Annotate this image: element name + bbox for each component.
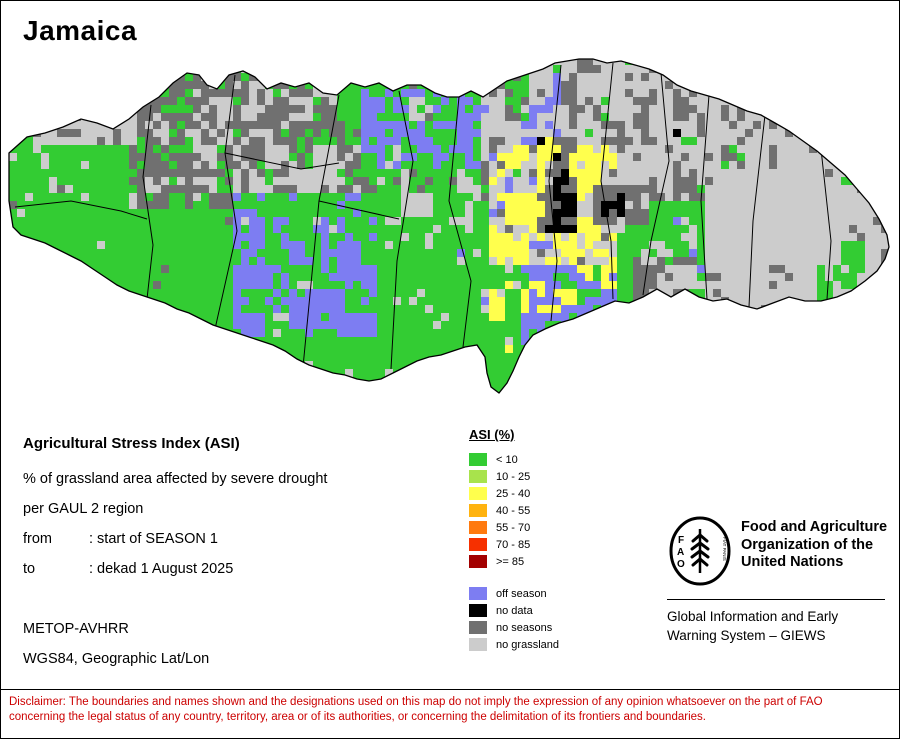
- to-line: to : dekad 1 August 2025: [23, 561, 233, 577]
- from-label: from: [23, 531, 52, 547]
- legend-label: 10 - 25: [496, 470, 531, 483]
- legend-swatch: [469, 521, 487, 534]
- sensor-name: METOP-AVHRR: [23, 621, 129, 637]
- asi-description: % of grassland area affected by severe d…: [23, 471, 328, 487]
- asi-heading: Agricultural Stress Index (ASI): [23, 435, 240, 452]
- projection-name: WGS84, Geographic Lat/Lon: [23, 651, 210, 667]
- legend-label: no data: [496, 604, 533, 617]
- map-raster-cells: [9, 59, 889, 393]
- parish-boundary-line: [302, 94, 340, 368]
- parish-boundary-line: [390, 90, 414, 370]
- legend: ASI (%) < 10 10 - 25 25 - 40 40 - 55 55 - 70…: [469, 427, 559, 653]
- parish-boundary-line: [748, 114, 766, 308]
- from-value: : start of SEASON 1: [89, 531, 218, 547]
- legend-entry: 40 - 55: [469, 502, 559, 519]
- legend-label: 40 - 55: [496, 504, 531, 517]
- to-value: : dekad 1 August 2025: [89, 561, 234, 577]
- parish-boundary-line: [318, 200, 400, 220]
- legend-label: >= 85: [496, 555, 525, 568]
- legend-asi-entries: < 10 10 - 25 25 - 40 40 - 55 55 - 70 70 - 85 >…: [469, 451, 559, 570]
- fao-logo-letter-a: A: [677, 547, 684, 558]
- fao-logo-letter-f: F: [678, 535, 684, 546]
- legend-label: off season: [496, 587, 547, 600]
- legend-entry: 70 - 85: [469, 536, 559, 553]
- legend-entry: no grassland: [469, 636, 559, 653]
- giews-line2: Warning System – GIEWS: [667, 628, 826, 643]
- legend-other-entries: off season no data no seasons no grassland: [469, 585, 559, 653]
- parish-boundary-line: [700, 94, 710, 300]
- parish-boundaries: [14, 62, 832, 370]
- legend-entry: 55 - 70: [469, 519, 559, 536]
- legend-swatch: [469, 604, 487, 617]
- legend-swatch: [469, 555, 487, 568]
- legend-swatch: [469, 621, 487, 634]
- legend-entry: no seasons: [469, 619, 559, 636]
- legend-swatch: [469, 504, 487, 517]
- fao-org-name-line1: Food and Agriculture: [741, 519, 888, 535]
- fao-org-name-line3: United Nations: [741, 554, 844, 570]
- legend-label: < 10: [496, 453, 518, 466]
- parish-boundary-line: [214, 74, 238, 330]
- to-label: to: [23, 561, 36, 577]
- legend-entry: no data: [469, 602, 559, 619]
- disclaimer-line2: concerning the legal status of any count…: [9, 711, 706, 723]
- giews-caption: Global Information and Early Warning Sys…: [667, 607, 838, 645]
- legend-label: 25 - 40: [496, 487, 531, 500]
- legend-swatch: [469, 638, 487, 651]
- from-line: from : start of SEASON 1: [23, 531, 218, 547]
- legend-gap: [469, 570, 559, 585]
- legend-entry: >= 85: [469, 553, 559, 570]
- fao-logo-motto: FIAT PANIS: [722, 537, 727, 561]
- giews-line1: Global Information and Early: [667, 609, 839, 624]
- legend-entry: 25 - 40: [469, 485, 559, 502]
- fao-divider-line: [667, 599, 885, 600]
- legend-entry: off season: [469, 585, 559, 602]
- legend-swatch: [469, 587, 487, 600]
- parish-boundary-line: [224, 152, 340, 170]
- legend-entry: 10 - 25: [469, 468, 559, 485]
- legend-label: 70 - 85: [496, 538, 531, 551]
- parish-boundary-line: [142, 104, 154, 300]
- legend-label: 55 - 70: [496, 521, 531, 534]
- fao-org-name-line2: Organization of the: [741, 536, 874, 553]
- legend-entry: < 10: [469, 451, 559, 468]
- parish-boundary-line: [600, 62, 614, 300]
- legend-swatch: [469, 470, 487, 483]
- fao-org-name: Food and Agriculture Organization of the…: [741, 519, 887, 572]
- legend-label: no seasons: [496, 621, 553, 634]
- parish-boundary-line: [448, 96, 472, 348]
- footer-divider-line: [1, 689, 899, 690]
- fao-logo-icon: F A O FIAT PANIS: [669, 516, 731, 586]
- region-level: per GAUL 2 region: [23, 501, 144, 517]
- legend-swatch: [469, 487, 487, 500]
- disclaimer-line1: Disclaimer: The boundaries and names sho…: [9, 696, 823, 708]
- legend-label: no grassland: [496, 638, 559, 651]
- legend-swatch: [469, 453, 487, 466]
- island-outline: [8, 58, 890, 394]
- parish-boundary-line: [642, 72, 670, 296]
- legend-title: ASI (%): [469, 427, 515, 442]
- fao-logo-letter-o: O: [677, 559, 685, 570]
- parish-boundary-line: [820, 148, 832, 300]
- parish-boundary-line: [548, 64, 562, 322]
- disclaimer: Disclaimer: The boundaries and names sho…: [9, 695, 895, 725]
- parish-boundary-line: [14, 200, 148, 220]
- page-title: Jamaica: [23, 15, 138, 46]
- legend-swatch: [469, 538, 487, 551]
